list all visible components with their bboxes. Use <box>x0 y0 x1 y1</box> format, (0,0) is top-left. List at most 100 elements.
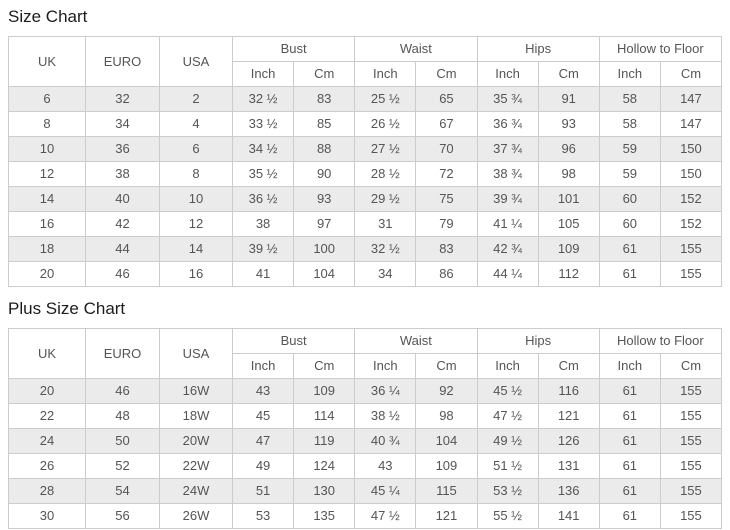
table-row: 6 32 2 32 ½ 83 25 ½ 65 35 ¾ 91 58 147 <box>8 86 723 112</box>
table-cell: 16 <box>8 211 86 237</box>
table-cell: 45 <box>231 403 295 429</box>
subheader-cm: Cm <box>415 353 478 379</box>
table-cell: 116 <box>537 378 600 404</box>
table-cell: 33 ½ <box>231 111 295 137</box>
table-cell: 96 <box>537 136 600 162</box>
table-cell: 93 <box>293 186 356 212</box>
header-usa: USA <box>159 328 233 379</box>
group-header-bust: Bust <box>231 36 356 62</box>
table-cell: 61 <box>598 236 661 262</box>
table-cell: 67 <box>415 111 478 137</box>
table-cell: 48 <box>85 403 160 429</box>
table-row: 10 36 6 34 ½ 88 27 ½ 70 37 ¾ 96 59 150 <box>8 136 723 162</box>
table-cell: 147 <box>659 86 723 112</box>
table-cell: 14 <box>159 236 233 262</box>
table-cell: 126 <box>537 428 600 454</box>
subheader-inch: Inch <box>354 61 417 87</box>
table-cell: 14 <box>8 186 86 212</box>
table-cell: 38 ½ <box>354 403 417 429</box>
header-euro: EURO <box>85 328 160 379</box>
subheader-inch: Inch <box>231 353 295 379</box>
subheader-inch: Inch <box>231 61 295 87</box>
table-cell: 39 ¾ <box>476 186 539 212</box>
table-cell: 91 <box>537 86 600 112</box>
table-cell: 18 <box>8 236 86 262</box>
subheader-row: Inch Cm Inch Cm Inch Cm Inch Cm <box>9 353 723 379</box>
table-cell: 53 <box>231 503 295 529</box>
table-cell: 41 ¼ <box>476 211 539 237</box>
table-cell: 115 <box>415 478 478 504</box>
table-row: 26 52 22W 49 124 43 109 51 ½ 131 61 155 <box>8 453 723 479</box>
group-header-hollow-to-floor: Hollow to Floor <box>598 36 723 62</box>
table-cell: 61 <box>598 403 661 429</box>
table-cell: 34 ½ <box>231 136 295 162</box>
header-usa: USA <box>159 36 233 87</box>
table-cell: 26 ½ <box>354 111 417 137</box>
table-cell: 61 <box>598 428 661 454</box>
table-row: 30 56 26W 53 135 47 ½ 121 55 ½ 141 61 155 <box>8 503 723 529</box>
table-cell: 46 <box>85 378 160 404</box>
group-header-hips: Hips <box>476 36 600 62</box>
table-cell: 131 <box>537 453 600 479</box>
table-cell: 88 <box>293 136 356 162</box>
table-cell: 85 <box>293 111 356 137</box>
table-cell: 109 <box>415 453 478 479</box>
table-cell: 141 <box>537 503 600 529</box>
table-cell: 54 <box>85 478 160 504</box>
chart-title: Plus Size Chart <box>8 299 126 318</box>
table-cell: 16 <box>159 261 233 287</box>
table-cell: 47 ½ <box>476 403 539 429</box>
table-cell: 98 <box>415 403 478 429</box>
table-cell: 51 ½ <box>476 453 539 479</box>
table-cell: 124 <box>293 453 356 479</box>
header-row: UK EURO USA Bust Waist Hips Hollow to Floor <box>8 328 723 379</box>
subheader-inch: Inch <box>598 353 661 379</box>
table-cell: 60 <box>598 211 661 237</box>
table-cell: 75 <box>415 186 478 212</box>
table-cell: 92 <box>415 378 478 404</box>
subheader-row: Inch Cm Inch Cm Inch Cm Inch Cm <box>9 61 723 87</box>
chart-block-size-chart: Size Chart UK EURO USA Bust Waist Hips Hollow t… <box>8 7 723 287</box>
table-row: 12 38 8 35 ½ 90 28 ½ 72 38 ¾ 98 59 150 <box>8 161 723 187</box>
table-cell: 38 <box>231 211 295 237</box>
subheader-cm: Cm <box>293 353 356 379</box>
table-cell: 58 <box>598 111 661 137</box>
table-row: 28 54 24W 51 130 45 ¼ 115 53 ½ 136 61 155 <box>8 478 723 504</box>
table-cell: 112 <box>537 261 600 287</box>
table-cell: 34 <box>354 261 417 287</box>
table-cell: 20 <box>8 378 86 404</box>
table-cell: 65 <box>415 86 478 112</box>
table-cell: 40 ¾ <box>354 428 417 454</box>
plus-size-chart: UK EURO USA Bust Waist Hips Hollow to Floor Inc… <box>8 328 723 529</box>
table-cell: 60 <box>598 186 661 212</box>
table-cell: 12 <box>8 161 86 187</box>
subheader-cm: Cm <box>659 61 723 87</box>
table-cell: 12 <box>159 211 233 237</box>
table-cell: 20W <box>159 428 233 454</box>
table-cell: 41 <box>231 261 295 287</box>
table-cell: 26 <box>8 453 86 479</box>
subheader-cm: Cm <box>415 61 478 87</box>
table-cell: 93 <box>537 111 600 137</box>
table-cell: 105 <box>537 211 600 237</box>
table-cell: 50 <box>85 428 160 454</box>
table-cell: 61 <box>598 478 661 504</box>
table-cell: 35 ½ <box>231 161 295 187</box>
table-cell: 72 <box>415 161 478 187</box>
table-cell: 47 ½ <box>354 503 417 529</box>
table-cell: 36 ¾ <box>476 111 539 137</box>
table-cell: 155 <box>659 428 723 454</box>
table-cell: 147 <box>659 111 723 137</box>
table-cell: 28 ½ <box>354 161 417 187</box>
table-cell: 135 <box>293 503 356 529</box>
table-cell: 43 <box>231 378 295 404</box>
table-cell: 42 ¾ <box>476 236 539 262</box>
table-cell: 47 <box>231 428 295 454</box>
table-cell: 6 <box>159 136 233 162</box>
subheader-inch: Inch <box>598 61 661 87</box>
table-cell: 29 ½ <box>354 186 417 212</box>
table-cell: 100 <box>293 236 356 262</box>
table-cell: 22 <box>8 403 86 429</box>
table-cell: 28 <box>8 478 86 504</box>
